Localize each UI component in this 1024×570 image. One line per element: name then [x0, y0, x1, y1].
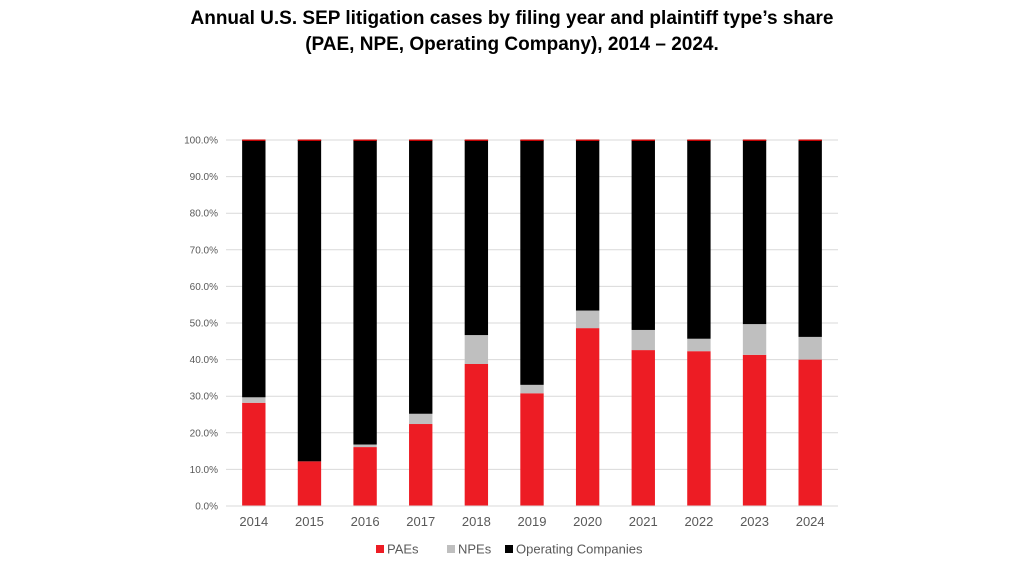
- y-tick-label: 20.0%: [190, 428, 218, 439]
- x-tick-label: 2019: [518, 514, 547, 529]
- bar-paes-2015: [297, 461, 322, 506]
- legend-swatch: [447, 545, 455, 553]
- y-tick-label: 50.0%: [190, 319, 218, 330]
- legend-label: PAEs: [387, 542, 419, 557]
- legend-swatch: [376, 545, 384, 553]
- legend: PAEs NPEs Operating Companies: [376, 542, 643, 557]
- x-tick-label: 2017: [406, 514, 435, 529]
- y-tick-label: 100.0%: [184, 136, 218, 147]
- x-tick-label: 2023: [740, 514, 769, 529]
- chart-title: Annual U.S. SEP litigation cases by fili…: [0, 6, 1024, 58]
- bar-npes-2014: [242, 397, 266, 403]
- y-tick-label: 70.0%: [190, 245, 218, 256]
- x-tick-label: 2014: [239, 514, 268, 529]
- x-tick-label: 2021: [629, 514, 658, 529]
- y-tick-label: 60.0%: [190, 282, 218, 293]
- y-tick-label: 90.0%: [190, 172, 218, 183]
- bar-npes-2021: [631, 329, 655, 351]
- bar-npes-2024: [798, 336, 822, 360]
- x-tick-label: 2018: [462, 514, 491, 529]
- x-tick-label: 2022: [684, 514, 713, 529]
- bars: [242, 139, 822, 506]
- bar-paes-2016: [353, 447, 377, 506]
- y-tick-label: 40.0%: [190, 355, 218, 366]
- bar-top-marker: [464, 139, 489, 141]
- bar-paes-2024: [798, 359, 822, 506]
- bar-operating-companies-2022: [687, 140, 711, 339]
- bar-top-marker: [520, 139, 544, 141]
- y-tick-label: 0.0%: [195, 502, 218, 513]
- y-tick-label: 30.0%: [190, 392, 218, 403]
- bar-operating-companies-2018: [464, 140, 489, 336]
- x-axis: 2014 2015 2016 2017 2018 2019 2020 2021 2022 2023…: [226, 505, 838, 529]
- legend-label: NPEs: [458, 542, 492, 557]
- bar-operating-companies-2016: [353, 140, 377, 445]
- bar-operating-companies-2014: [242, 140, 266, 398]
- x-tick-label: 2020: [573, 514, 602, 529]
- legend-item-npes: NPEs: [447, 542, 492, 557]
- bar-paes-2019: [520, 393, 544, 506]
- bar-operating-companies-2015: [297, 140, 322, 462]
- bar-npes-2018: [464, 335, 489, 364]
- bar-top-marker: [687, 139, 711, 141]
- bar-paes-2017: [409, 424, 433, 506]
- bar-npes-2022: [687, 338, 711, 352]
- bar-top-marker: [297, 139, 322, 141]
- legend-item-operating-companies: Operating Companies: [505, 542, 643, 557]
- bar-paes-2022: [687, 351, 711, 506]
- x-tick-label: 2016: [351, 514, 380, 529]
- bar-top-marker: [242, 139, 266, 141]
- bar-npes-2023: [742, 324, 767, 355]
- bar-top-marker: [409, 139, 433, 141]
- bar-npes-2020: [575, 310, 600, 329]
- bar-paes-2014: [242, 402, 266, 506]
- bar-paes-2020: [575, 328, 600, 506]
- legend-item-paes: PAEs: [376, 542, 419, 557]
- x-tick-label: 2024: [796, 514, 825, 529]
- bar-operating-companies-2017: [409, 140, 433, 414]
- chart-title-line-2: (PAE, NPE, Operating Company), 2014 – 20…: [305, 34, 719, 55]
- chart-title-line-1: Annual U.S. SEP litigation cases by fili…: [190, 8, 834, 29]
- bar-operating-companies-2021: [631, 140, 655, 330]
- bar-top-marker: [798, 139, 822, 141]
- legend-label: Operating Companies: [516, 542, 643, 557]
- bar-paes-2023: [742, 354, 767, 506]
- bar-top-marker: [353, 139, 377, 141]
- bar-npes-2019: [520, 384, 544, 394]
- bar-operating-companies-2020: [575, 140, 600, 311]
- bar-top-marker: [631, 139, 655, 141]
- legend-swatch: [505, 545, 513, 553]
- bar-npes-2017: [409, 413, 433, 425]
- bar-paes-2018: [464, 363, 489, 506]
- y-axis: 0.0% 10.0% 20.0% 30.0% 40.0% 50.0% 60.0% 70.0% 8…: [184, 136, 218, 513]
- x-tick-label: 2015: [295, 514, 324, 529]
- bar-top-marker: [575, 139, 600, 141]
- y-tick-label: 10.0%: [190, 465, 218, 476]
- bar-npes-2016: [353, 444, 377, 448]
- bar-operating-companies-2024: [798, 140, 822, 337]
- bar-operating-companies-2023: [742, 140, 767, 325]
- bar-paes-2021: [631, 350, 655, 506]
- bar-operating-companies-2019: [520, 140, 544, 385]
- y-tick-label: 80.0%: [190, 209, 218, 220]
- bar-top-marker: [742, 139, 767, 141]
